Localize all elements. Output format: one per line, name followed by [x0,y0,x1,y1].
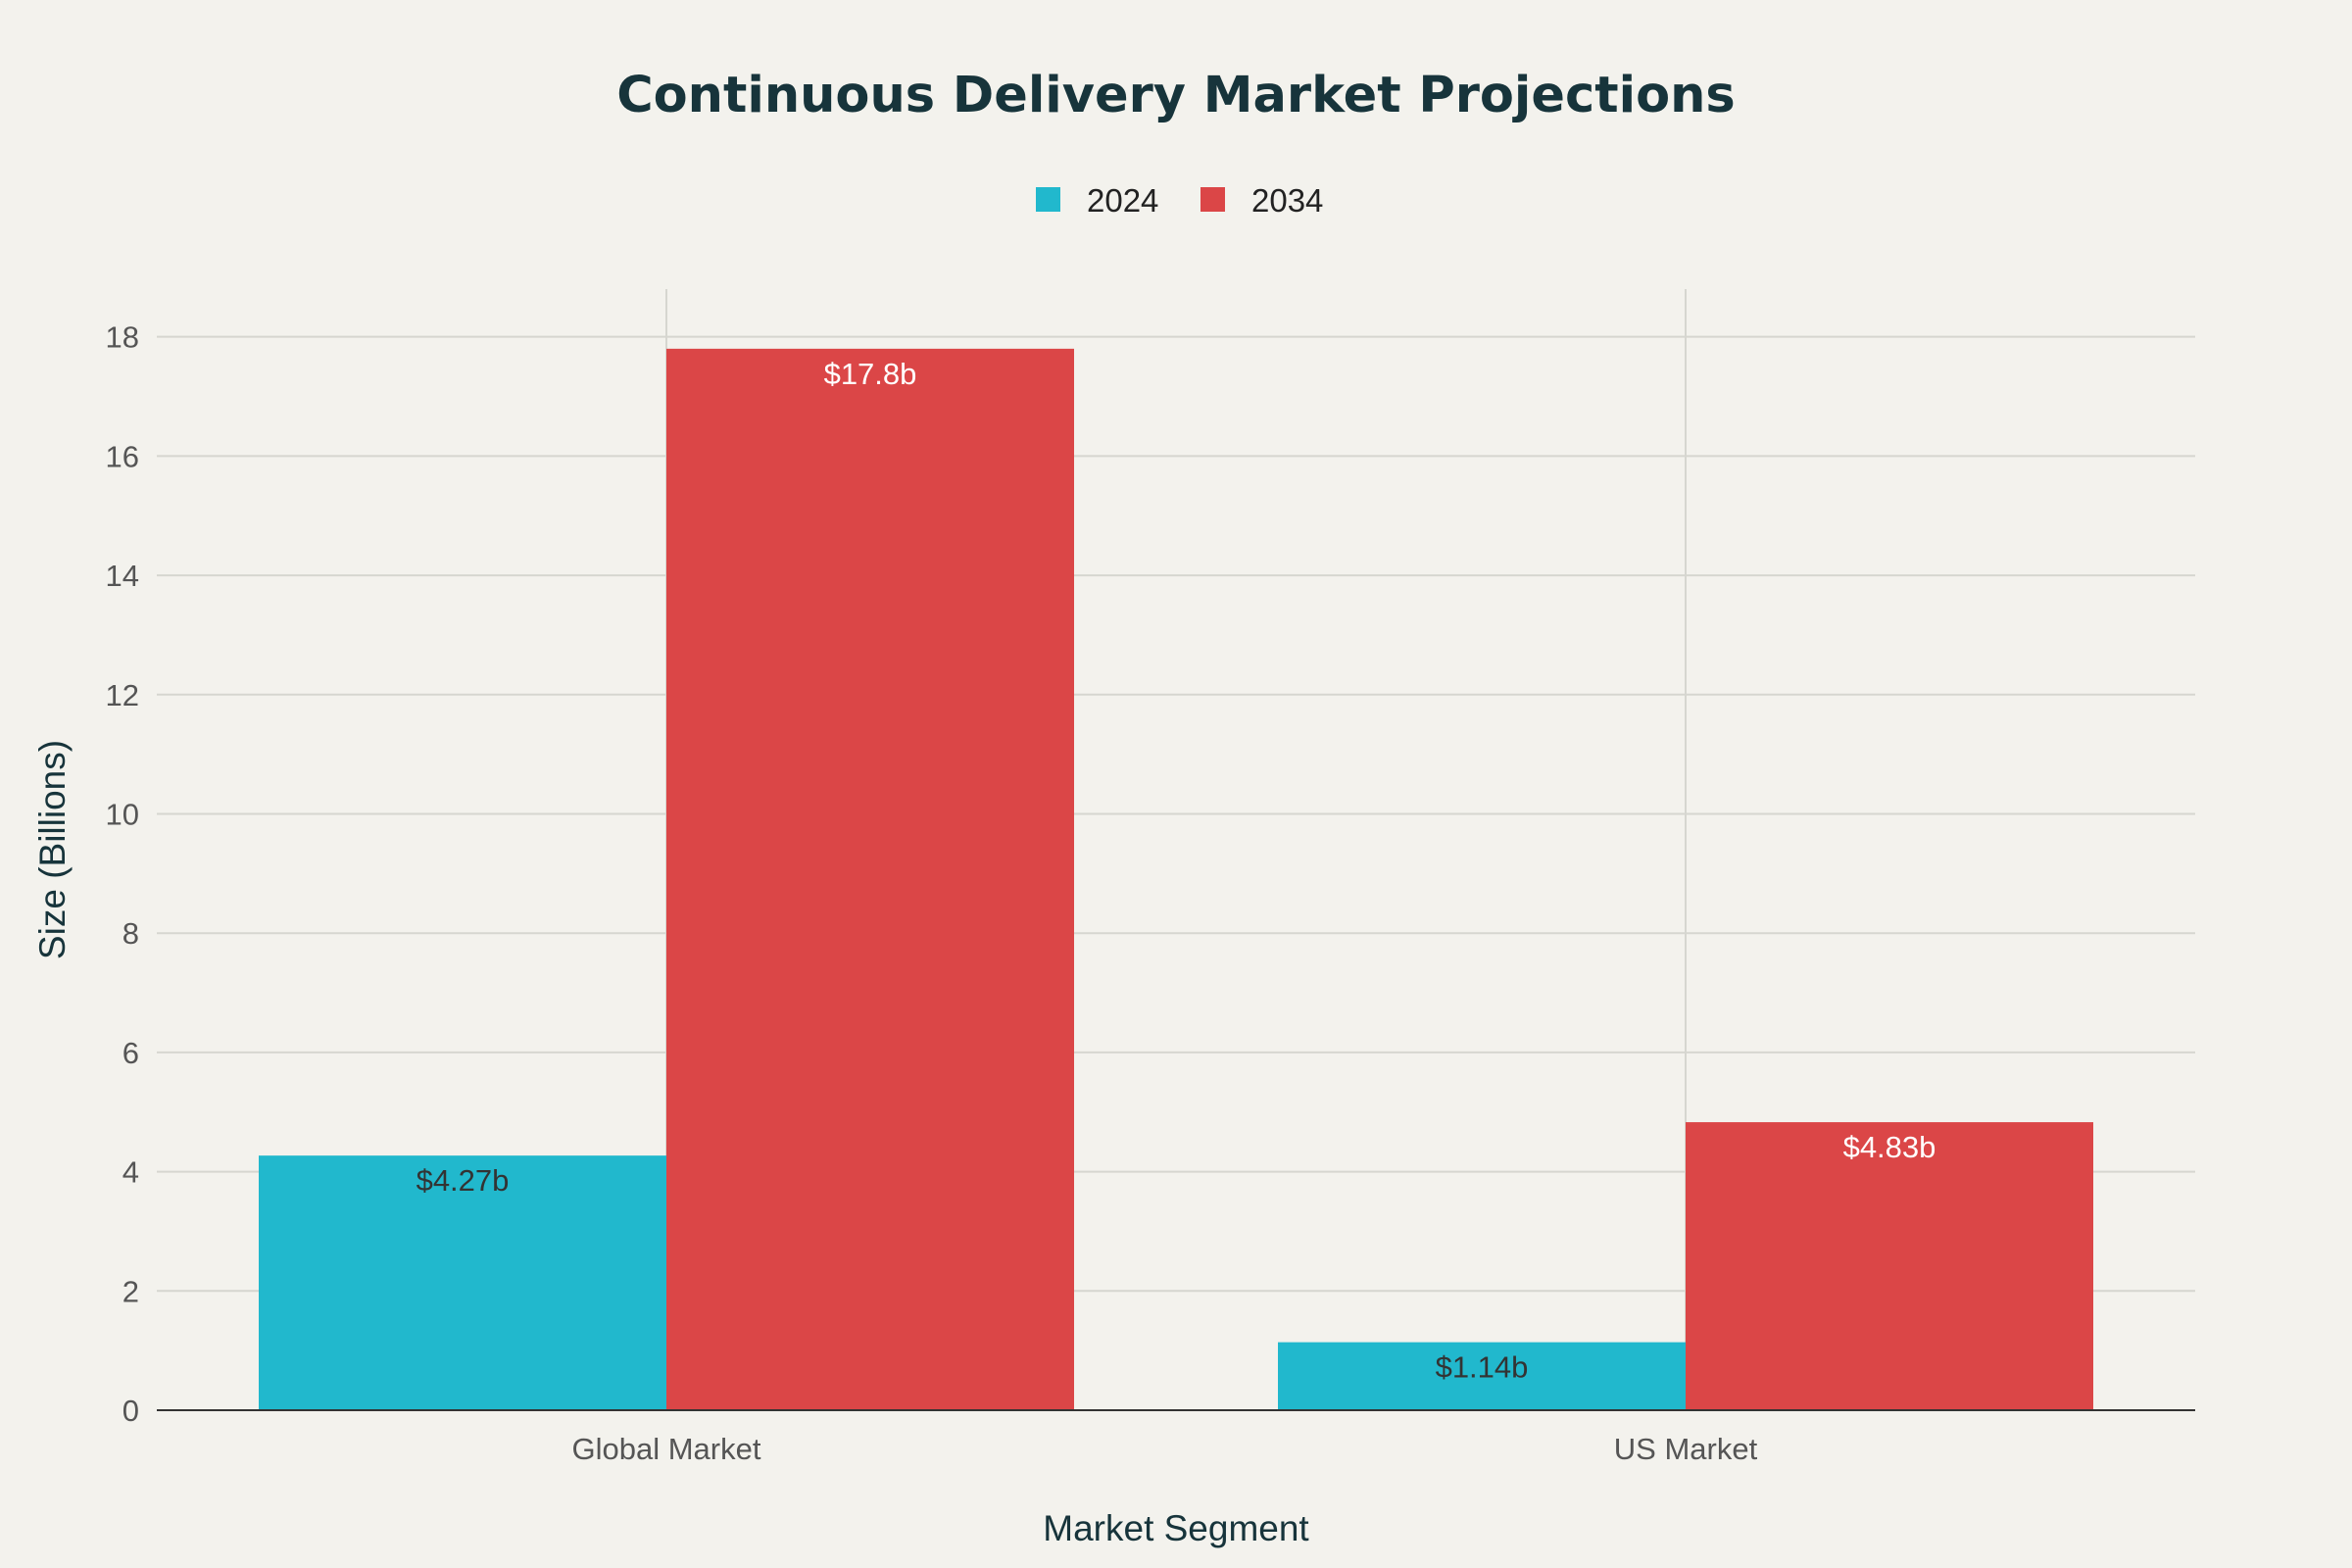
y-tick-label: 6 [122,1036,139,1070]
chart-title: Continuous Delivery Market Projections [616,67,1736,124]
y-tick-label: 10 [106,797,139,831]
bar-2024-0 [259,1155,666,1410]
bars [259,348,2093,1410]
bar-2034-0 [666,348,1074,1410]
y-tick-label: 18 [106,320,139,355]
data-label-2034-1: $4.83b [1843,1130,1936,1164]
legend-swatch-2034 [1200,187,1225,212]
x-axis-ticks: Global Market US Market [572,1432,1758,1466]
legend: 2024 2034 [1036,182,1323,219]
data-label-2024-1: $1.14b [1436,1350,1529,1385]
y-axis-ticks: 0 2 4 6 8 10 12 14 16 18 [106,320,139,1428]
y-tick-label: 4 [122,1155,139,1190]
x-tick-label: US Market [1614,1432,1758,1466]
y-tick-label: 14 [106,559,139,593]
data-label-2024-0: $4.27b [416,1163,510,1198]
y-tick-label: 16 [106,439,139,473]
data-labels: $4.27b $1.14b $17.8b $4.83b [416,357,1936,1385]
legend-label-2024: 2024 [1087,182,1158,219]
x-axis-title: Market Segment [1043,1508,1309,1548]
y-tick-label: 12 [106,678,139,712]
legend-label-2034: 2034 [1251,182,1323,219]
bar-2034-1 [1686,1122,2093,1410]
y-axis-title: Size (Billions) [32,740,73,959]
y-tick-label: 8 [122,916,139,951]
data-label-2034-0: $17.8b [824,357,917,391]
bar-2024-1 [1278,1342,1686,1410]
y-tick-label: 2 [122,1274,139,1308]
y-tick-label: 0 [122,1394,139,1428]
legend-swatch-2024 [1036,187,1060,212]
x-tick-label: Global Market [572,1432,761,1466]
